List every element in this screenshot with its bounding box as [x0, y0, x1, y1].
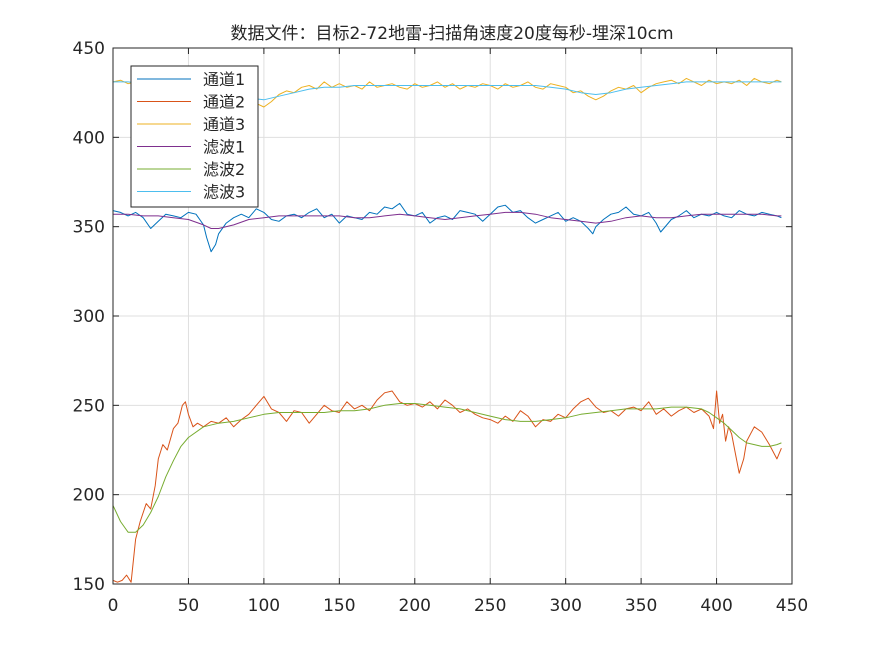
legend-label: 滤波3 — [203, 183, 245, 202]
series-lines — [112, 77, 782, 583]
x-tick-label: 200 — [399, 596, 431, 616]
y-tick-label: 200 — [73, 486, 105, 506]
legend-label: 通道2 — [203, 93, 245, 112]
axis-ticks: 0 50 100 150 200 250 300 350 400 450 150 200 250 300 3… — [73, 39, 809, 616]
y-tick-label: 450 — [73, 39, 105, 59]
series-line-5 — [112, 403, 782, 533]
x-tick-label: 250 — [474, 596, 506, 616]
y-tick-label: 150 — [73, 575, 105, 595]
legend-label: 滤波1 — [203, 138, 245, 157]
legend-label: 滤波2 — [203, 160, 245, 179]
x-tick-label: 50 — [178, 596, 200, 616]
x-tick-label: 150 — [323, 596, 355, 616]
series-line-1 — [112, 202, 782, 253]
series-line-4 — [113, 211, 782, 229]
y-tick-label: 350 — [73, 218, 105, 238]
y-tick-label: 400 — [73, 128, 105, 148]
x-tick-label: 400 — [700, 596, 732, 616]
y-tick-label: 300 — [73, 307, 105, 327]
x-tick-label: 0 — [108, 596, 119, 616]
x-tick-label: 300 — [549, 596, 581, 616]
legend-label: 通道3 — [203, 115, 245, 134]
y-tick-label: 250 — [73, 396, 105, 416]
legend: 通道1 通道2 通道3 滤波1 滤波2 滤波3 — [130, 65, 259, 208]
series-line-2 — [112, 390, 782, 583]
chart-title: 数据文件：目标2-72地雷-扫描角速度20度每秒-埋深10cm — [230, 24, 673, 44]
x-tick-label: 450 — [776, 596, 808, 616]
x-tick-label: 350 — [625, 596, 657, 616]
legend-box — [130, 65, 259, 208]
legend-label: 通道1 — [203, 70, 245, 89]
x-tick-label: 100 — [248, 596, 280, 616]
